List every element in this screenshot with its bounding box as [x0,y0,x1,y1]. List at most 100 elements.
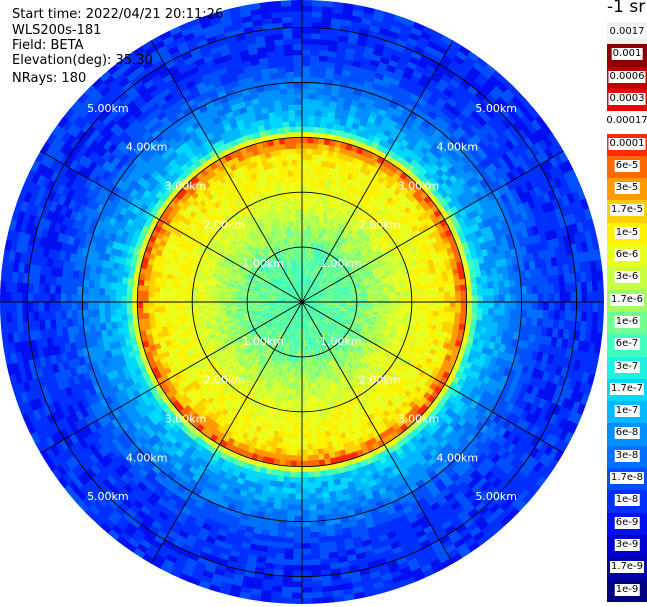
beta-cell [470,313,478,321]
beta-cell [526,309,533,319]
beta-cell [301,191,307,199]
beta-cell [316,437,323,445]
beta-cell [307,120,315,128]
beta-cell [301,65,311,72]
beta-cell [576,301,583,313]
beta-cell [301,76,311,83]
beta-cell [311,575,322,583]
beta-cell [301,416,307,424]
beta-cell [301,576,313,583]
beta-cell [504,294,511,303]
beta-cell [301,532,311,539]
beta-cell [301,0,313,6]
beta-cell [499,294,506,303]
beta-cell [301,488,310,495]
beta-cell [481,282,489,290]
beta-cell [432,282,439,289]
beta-cell [293,537,303,544]
beta-cell [466,301,473,309]
beta-cell [311,16,323,23]
beta-cell [315,432,322,439]
beta-cell [503,315,511,325]
beta-cell [308,482,316,489]
beta-cell [301,120,309,127]
beta-cell [307,137,314,144]
beta-cell [454,285,462,292]
beta-cell [537,309,544,320]
beta-cell [433,306,440,312]
beta-cell [554,301,561,312]
beta-cell [301,592,313,599]
beta-cell [301,400,306,407]
beta-cell [311,5,324,13]
beta-cell [312,449,319,456]
beta-cell [295,466,303,473]
beta-cell [301,570,312,577]
beta-cell [481,314,489,322]
beta-cell [465,313,473,321]
beta-cell [311,153,318,161]
beta-cell [308,98,317,106]
beta-cell [498,280,505,289]
beta-cell [297,427,303,435]
beta-cell [471,301,479,309]
beta-cell [444,306,451,313]
beta-cell [296,455,303,462]
beta-cell [593,249,602,262]
beta-cell [564,282,572,294]
beta-cell [477,295,484,303]
beta-cell [509,286,517,296]
beta-cell [301,405,307,413]
beta-cell [308,509,318,517]
beta-cell [309,537,320,544]
beta-cell [460,295,468,303]
beta-cell [317,531,328,538]
beta-cell [593,342,602,355]
beta-cell [315,104,323,112]
beta-cell [536,276,544,286]
beta-cell [301,444,308,451]
beta-cell [537,301,544,311]
beta-cell [301,197,306,204]
beta-cell [301,71,311,78]
beta-cell [293,521,303,528]
beta-cell [296,444,303,451]
beta-cell [592,291,599,303]
beta-cell [411,297,418,303]
beta-cell [301,493,310,500]
beta-cell [455,296,462,303]
beta-cell [293,532,303,539]
beta-cell [308,493,317,500]
beta-cell [515,294,522,303]
beta-cell [438,286,445,293]
beta-cell [294,504,303,511]
beta-cell [309,76,319,84]
beta-cell [315,93,325,101]
beta-cell [427,301,435,307]
beta-cell [559,310,566,321]
beta-cell [476,282,484,291]
beta-cell [310,542,320,550]
beta-cell [301,54,311,61]
beta-cell [309,82,318,89]
beta-cell [301,164,308,171]
beta-cell [427,292,435,298]
beta-cell [301,499,310,506]
beta-cell [433,301,440,308]
beta-cell [438,296,446,303]
beta-cell [487,288,495,296]
beta-cell [311,27,322,34]
beta-cell [317,525,327,533]
beta-cell [312,148,319,155]
beta-cell [525,277,533,287]
beta-cell [322,596,334,604]
beta-cell [301,477,309,484]
beta-cell [437,281,445,288]
beta-cell [301,438,308,446]
beta-cell [304,383,309,391]
beta-cell [312,137,320,144]
beta-cell [301,142,308,149]
beta-cell [448,280,456,287]
beta-cell [301,43,312,50]
beta-cell [581,281,588,293]
